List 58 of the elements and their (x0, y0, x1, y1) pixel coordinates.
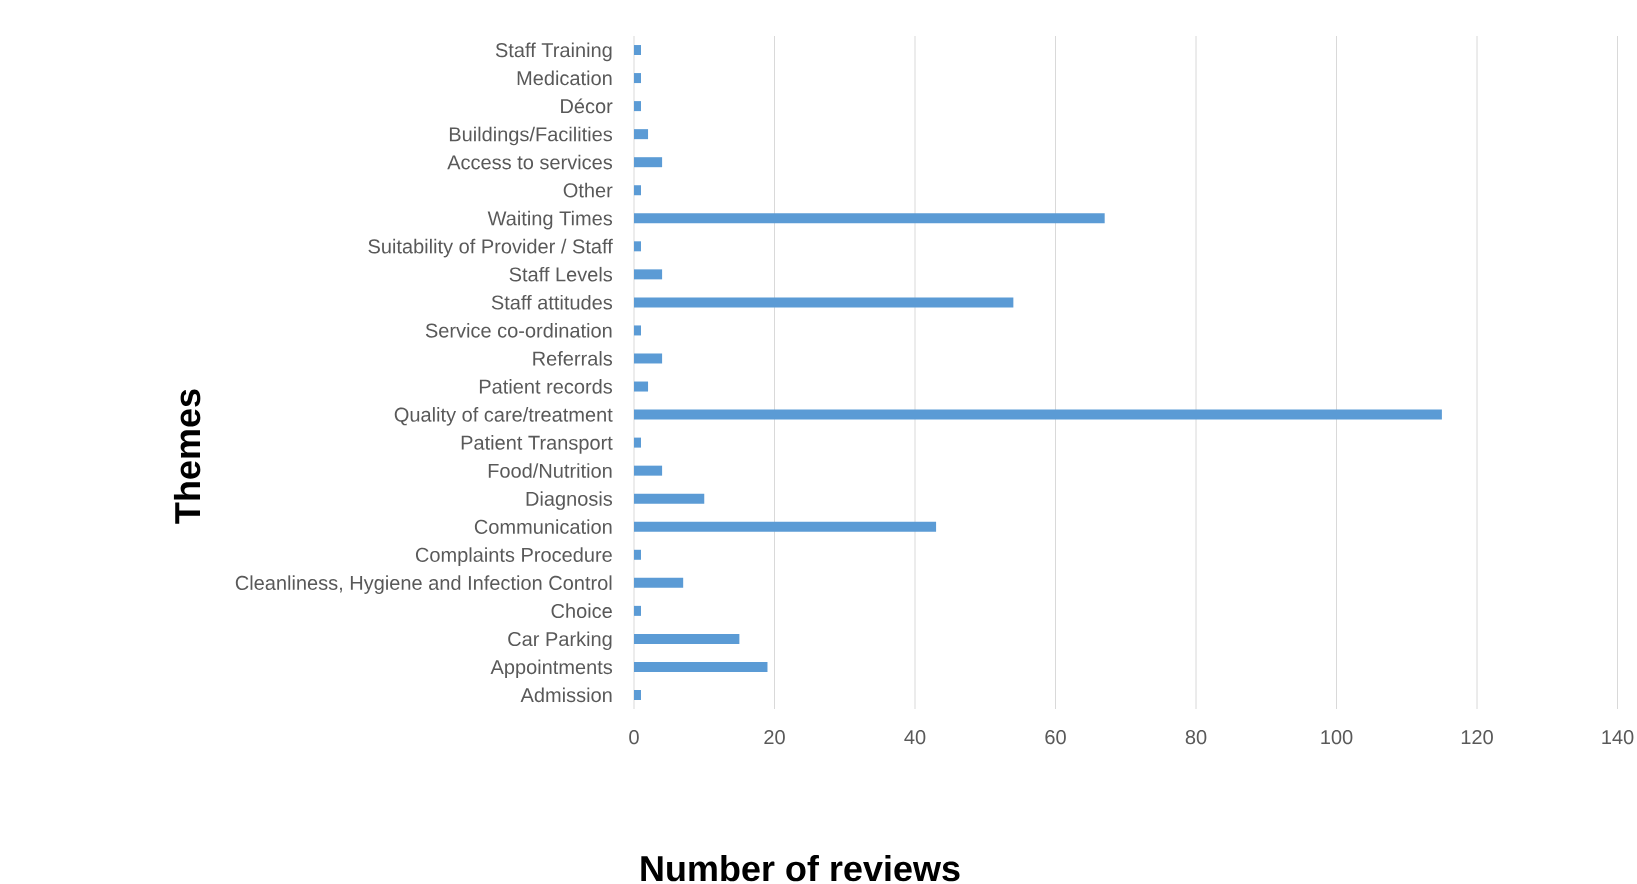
bar (634, 577, 684, 588)
y-tick-label: Staff attitudes (491, 294, 613, 310)
y-tick-label: Décor (561, 98, 613, 114)
bar (634, 437, 642, 448)
y-tick-label: Access to services (447, 154, 613, 170)
y-tick-label: Food/Nutrition (488, 463, 612, 478)
y-tick-label: Quality of care/treatment (394, 407, 613, 426)
bar (634, 549, 642, 560)
y-tick-label: Medication (517, 70, 612, 86)
y-tick-label: Admission (520, 687, 612, 703)
y-tick-label: Car Parking (508, 631, 612, 651)
x-tick-label: 0 (629, 730, 639, 745)
y-tick-label: Staff Training (495, 42, 612, 62)
x-tick-label: 20 (764, 730, 785, 745)
x-tick-label: 60 (1045, 730, 1066, 745)
y-tick-label: Buildings/Facilities (449, 126, 613, 146)
bar (634, 157, 663, 168)
y-tick-label: Waiting Times (487, 210, 613, 230)
y-tick-label: Service co-ordination (425, 322, 612, 338)
x-tick-label: 80 (1185, 730, 1207, 745)
y-tick-label: Patient Transport (461, 435, 613, 454)
bar (634, 213, 1105, 224)
x-tick-label: 100 (1321, 730, 1353, 745)
bar (634, 521, 937, 532)
bar (634, 101, 642, 112)
y-tick-label: Other (563, 182, 613, 198)
y-tick-label: Referrals (533, 351, 613, 366)
y-tick-label: Suitability of Provider / Staff (368, 238, 613, 258)
y-tick-label: Complaints Procedure (415, 547, 612, 566)
bar (634, 45, 642, 56)
y-tick-label: Staff Levels (509, 266, 613, 282)
bar (634, 297, 1014, 308)
bar (634, 73, 642, 84)
x-tick-label: 40 (904, 730, 926, 745)
y-tick-label: Choice (551, 603, 612, 619)
x-axis-title: Number of reviews (641, 854, 960, 882)
y-tick-label: Diagnosis (526, 491, 613, 510)
bar (634, 185, 642, 196)
y-tick-label: Appointments (490, 659, 613, 679)
bar (634, 689, 642, 700)
bar (634, 129, 649, 140)
bar (634, 353, 663, 364)
bar (634, 605, 642, 616)
bar (634, 493, 705, 504)
y-tick-label: Patient records (479, 379, 613, 394)
y-tick-label: Communication (474, 519, 612, 534)
bar (634, 241, 642, 252)
y-tick-label: Cleanliness, Hygiene and Infection Control (235, 575, 612, 594)
x-tick-label: 140 (1602, 730, 1634, 745)
bar (634, 381, 649, 392)
bar (634, 325, 642, 336)
x-tick-label: 120 (1461, 730, 1493, 745)
bar (634, 633, 740, 644)
bar (634, 409, 1442, 420)
bar (634, 661, 768, 672)
bar (634, 269, 663, 280)
y-axis-title: Themes (173, 389, 201, 524)
bar (634, 465, 663, 476)
